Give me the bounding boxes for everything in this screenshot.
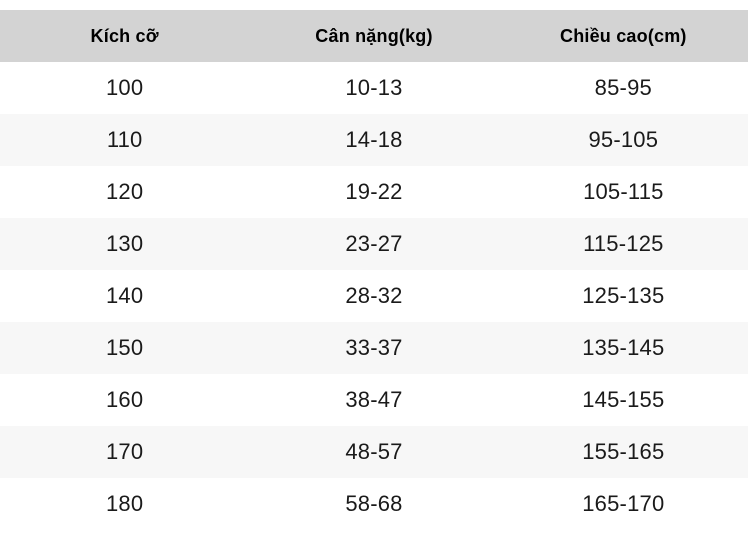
height-range-value: 125-135 xyxy=(582,283,665,308)
size-value: 180 xyxy=(106,491,144,516)
weight-range-value: 33-37 xyxy=(345,335,403,360)
size-value: 160 xyxy=(106,387,144,412)
height-range-value: 85-95 xyxy=(594,75,652,100)
column-header-weight-kg: Cân nặng(kg) xyxy=(315,26,433,46)
table-row: 140 28-32 125-135 xyxy=(0,270,748,322)
weight-range-value: 48-57 xyxy=(345,439,403,464)
table-row: 150 33-37 135-145 xyxy=(0,322,748,374)
size-value: 120 xyxy=(106,179,144,204)
weight-range-value: 10-13 xyxy=(345,75,403,100)
height-range-value: 145-155 xyxy=(582,387,665,412)
table-row: 170 48-57 155-165 xyxy=(0,426,748,478)
size-value: 150 xyxy=(106,335,144,360)
weight-range-value: 19-22 xyxy=(345,179,403,204)
weight-range-value: 38-47 xyxy=(345,387,403,412)
size-value: 110 xyxy=(106,127,143,152)
height-range-value: 115-125 xyxy=(583,231,664,256)
height-range-value: 95-105 xyxy=(588,127,659,152)
size-chart-table: Kích cỡ Cân nặng(kg) Chiều cao(cm) 100 1… xyxy=(0,10,748,530)
size-value: 140 xyxy=(106,283,144,308)
weight-range-value: 14-18 xyxy=(345,127,403,152)
table-row: 160 38-47 145-155 xyxy=(0,374,748,426)
size-value: 100 xyxy=(106,75,144,100)
table-row: 120 19-22 105-115 xyxy=(0,166,748,218)
height-range-value: 165-170 xyxy=(582,491,665,516)
weight-range-value: 28-32 xyxy=(345,283,403,308)
height-range-value: 135-145 xyxy=(582,335,665,360)
table-row: 180 58-68 165-170 xyxy=(0,478,748,530)
size-value: 130 xyxy=(106,231,144,256)
column-header-size: Kích cỡ xyxy=(90,26,159,46)
table-row: 110 14-18 95-105 xyxy=(0,114,748,166)
weight-range-value: 23-27 xyxy=(345,231,403,256)
height-range-value: 105-115 xyxy=(583,179,664,204)
table-body: 100 10-13 85-95 110 14-18 95-105 120 19-… xyxy=(0,62,748,530)
weight-range-value: 58-68 xyxy=(345,491,403,516)
table-row: 100 10-13 85-95 xyxy=(0,62,748,114)
height-range-value: 155-165 xyxy=(582,439,665,464)
size-value: 170 xyxy=(106,439,144,464)
column-header-height-cm: Chiều cao(cm) xyxy=(560,26,687,46)
table-header-row: Kích cỡ Cân nặng(kg) Chiều cao(cm) xyxy=(0,10,748,62)
table-row: 130 23-27 115-125 xyxy=(0,218,748,270)
